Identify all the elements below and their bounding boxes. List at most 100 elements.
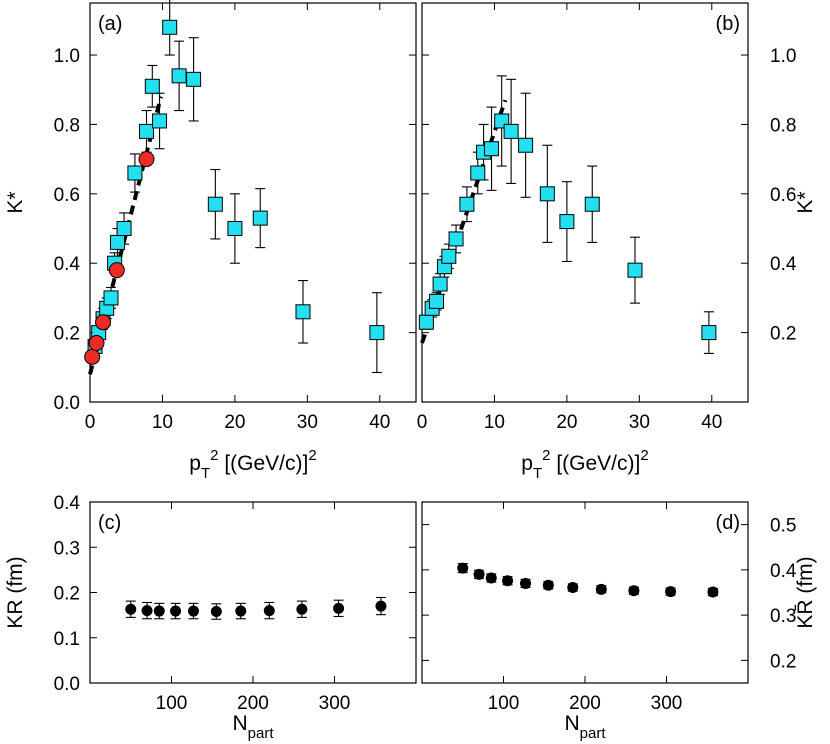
x-tick-label: 0 [85,412,96,433]
x-tick-label: 40 [701,412,722,433]
data-point-square [448,231,464,247]
x-title-sub: T [201,465,210,482]
x-tick-label: 100 [488,693,520,714]
data-point-square [470,165,486,181]
x-title-sub: part [248,725,275,742]
series-points [125,596,387,620]
x-axis-title: Npart [232,712,274,742]
panel-label: (a) [98,13,122,35]
x-title-main: p [189,452,201,475]
x-title-sup: 2 [210,447,218,464]
x-tick-label: 40 [369,412,390,433]
y-tick-label: 0.8 [54,115,80,136]
data-point-circle [707,586,719,598]
x-title-sup: 2 [542,447,550,464]
data-point-square [186,71,202,87]
data-point-square [701,325,717,341]
y-tick-label: 0.1 [54,629,80,650]
data-point-square [127,165,143,181]
data-point-square [539,186,555,202]
y-tick-label: 0.3 [54,538,80,559]
data-point-square [116,221,132,237]
data-point-circle [502,575,514,587]
data-point-square [559,214,575,230]
plot-frame [421,2,749,403]
data-point-square [227,221,243,237]
panel-d: 100 200 300 0.2 0.3 0.4 0.5 (d) KR̄ (fm) Npart [421,501,817,742]
x-tick-label: 10 [152,412,173,433]
data-point-square [162,19,178,35]
panel-a: 0 10 20 30 400.00.20.40.60.81.0(a)K*pT2 [(Ge… [4,0,417,482]
y-tick-label: 0.4 [54,493,81,514]
x-title-sub: T [533,465,542,482]
panel-label: (c) [98,512,121,534]
data-point-circle [375,600,387,612]
y-axis-title: K* [4,191,27,213]
data-point-square [152,113,168,129]
data-point-square [110,234,126,250]
x-tick-label: 100 [156,693,188,714]
x-tick-label: 0 [417,412,428,433]
data-point-circle [263,605,275,617]
x-tick-label: 30 [629,412,650,433]
data-point-circle [457,562,469,574]
x-title-sup2: 2 [640,447,648,464]
data-point-circle [235,605,247,617]
x-axis-title: pT2 [(GeV/c)]2 [521,447,648,482]
data-point-square [139,123,155,139]
data-point-circle [141,605,153,617]
data-point-square [459,196,475,212]
y-axis-title: KR (fm) [4,556,27,628]
y-tick-label: 0.6 [770,185,796,206]
x-title-main: N [564,712,579,735]
x-title-rest: [(GeV/c)] [551,452,641,475]
plot-frame [89,2,417,403]
series-circles [84,151,155,365]
y-axis-title: KR̄ (fm) [794,556,817,628]
y-tick-label: 0.0 [54,393,80,414]
x-tick-label: 300 [319,693,351,714]
data-point-circle [188,605,200,617]
series-squares [87,0,385,374]
plot-frame [89,501,417,684]
panel-c: 100 200 300 0.0 0.1 0.2 0.3 0.4 (c) KR (fm) Npart [4,493,417,742]
panel-label: (d) [716,512,740,534]
data-point-circle [520,577,532,589]
panel-label: (b) [716,13,740,35]
data-point-square [627,262,643,278]
series-squares [418,75,717,354]
data-point-circle [665,586,677,598]
data-point-square [518,137,534,153]
data-point-circle [153,605,165,617]
x-tick-label: 200 [569,693,601,714]
data-point-square [484,141,500,157]
data-point-circle [170,605,182,617]
x-tick-label: 30 [297,412,318,433]
data-point-circle [485,572,497,584]
data-point-circle [333,602,345,614]
data-point-circle [628,585,640,597]
y-tick-label: 1.0 [770,46,796,67]
data-point-circle [108,262,125,279]
y-tick-label: 0.4 [770,254,797,275]
y-tick-label: 0.4 [770,561,797,582]
data-point-circle [125,603,137,615]
y-tick-label: 0.6 [54,185,80,206]
x-title-sup2: 2 [308,447,316,464]
x-tick-label: 20 [556,412,577,433]
x-title-sub: part [580,725,607,742]
data-point-square [418,314,434,330]
x-tick-label: 200 [237,693,269,714]
data-point-square [144,78,160,94]
data-point-square [432,276,448,292]
data-point-circle [595,583,607,595]
series-points [457,562,719,598]
data-point-circle [210,606,222,618]
data-point-square [428,293,444,309]
y-tick-label: 0.5 [770,516,796,537]
y-tick-label: 0.2 [54,584,80,605]
x-axis-title: pT2 [(GeV/c)]2 [189,447,316,482]
data-point-circle [138,151,155,168]
x-axis-title: Npart [564,712,606,742]
